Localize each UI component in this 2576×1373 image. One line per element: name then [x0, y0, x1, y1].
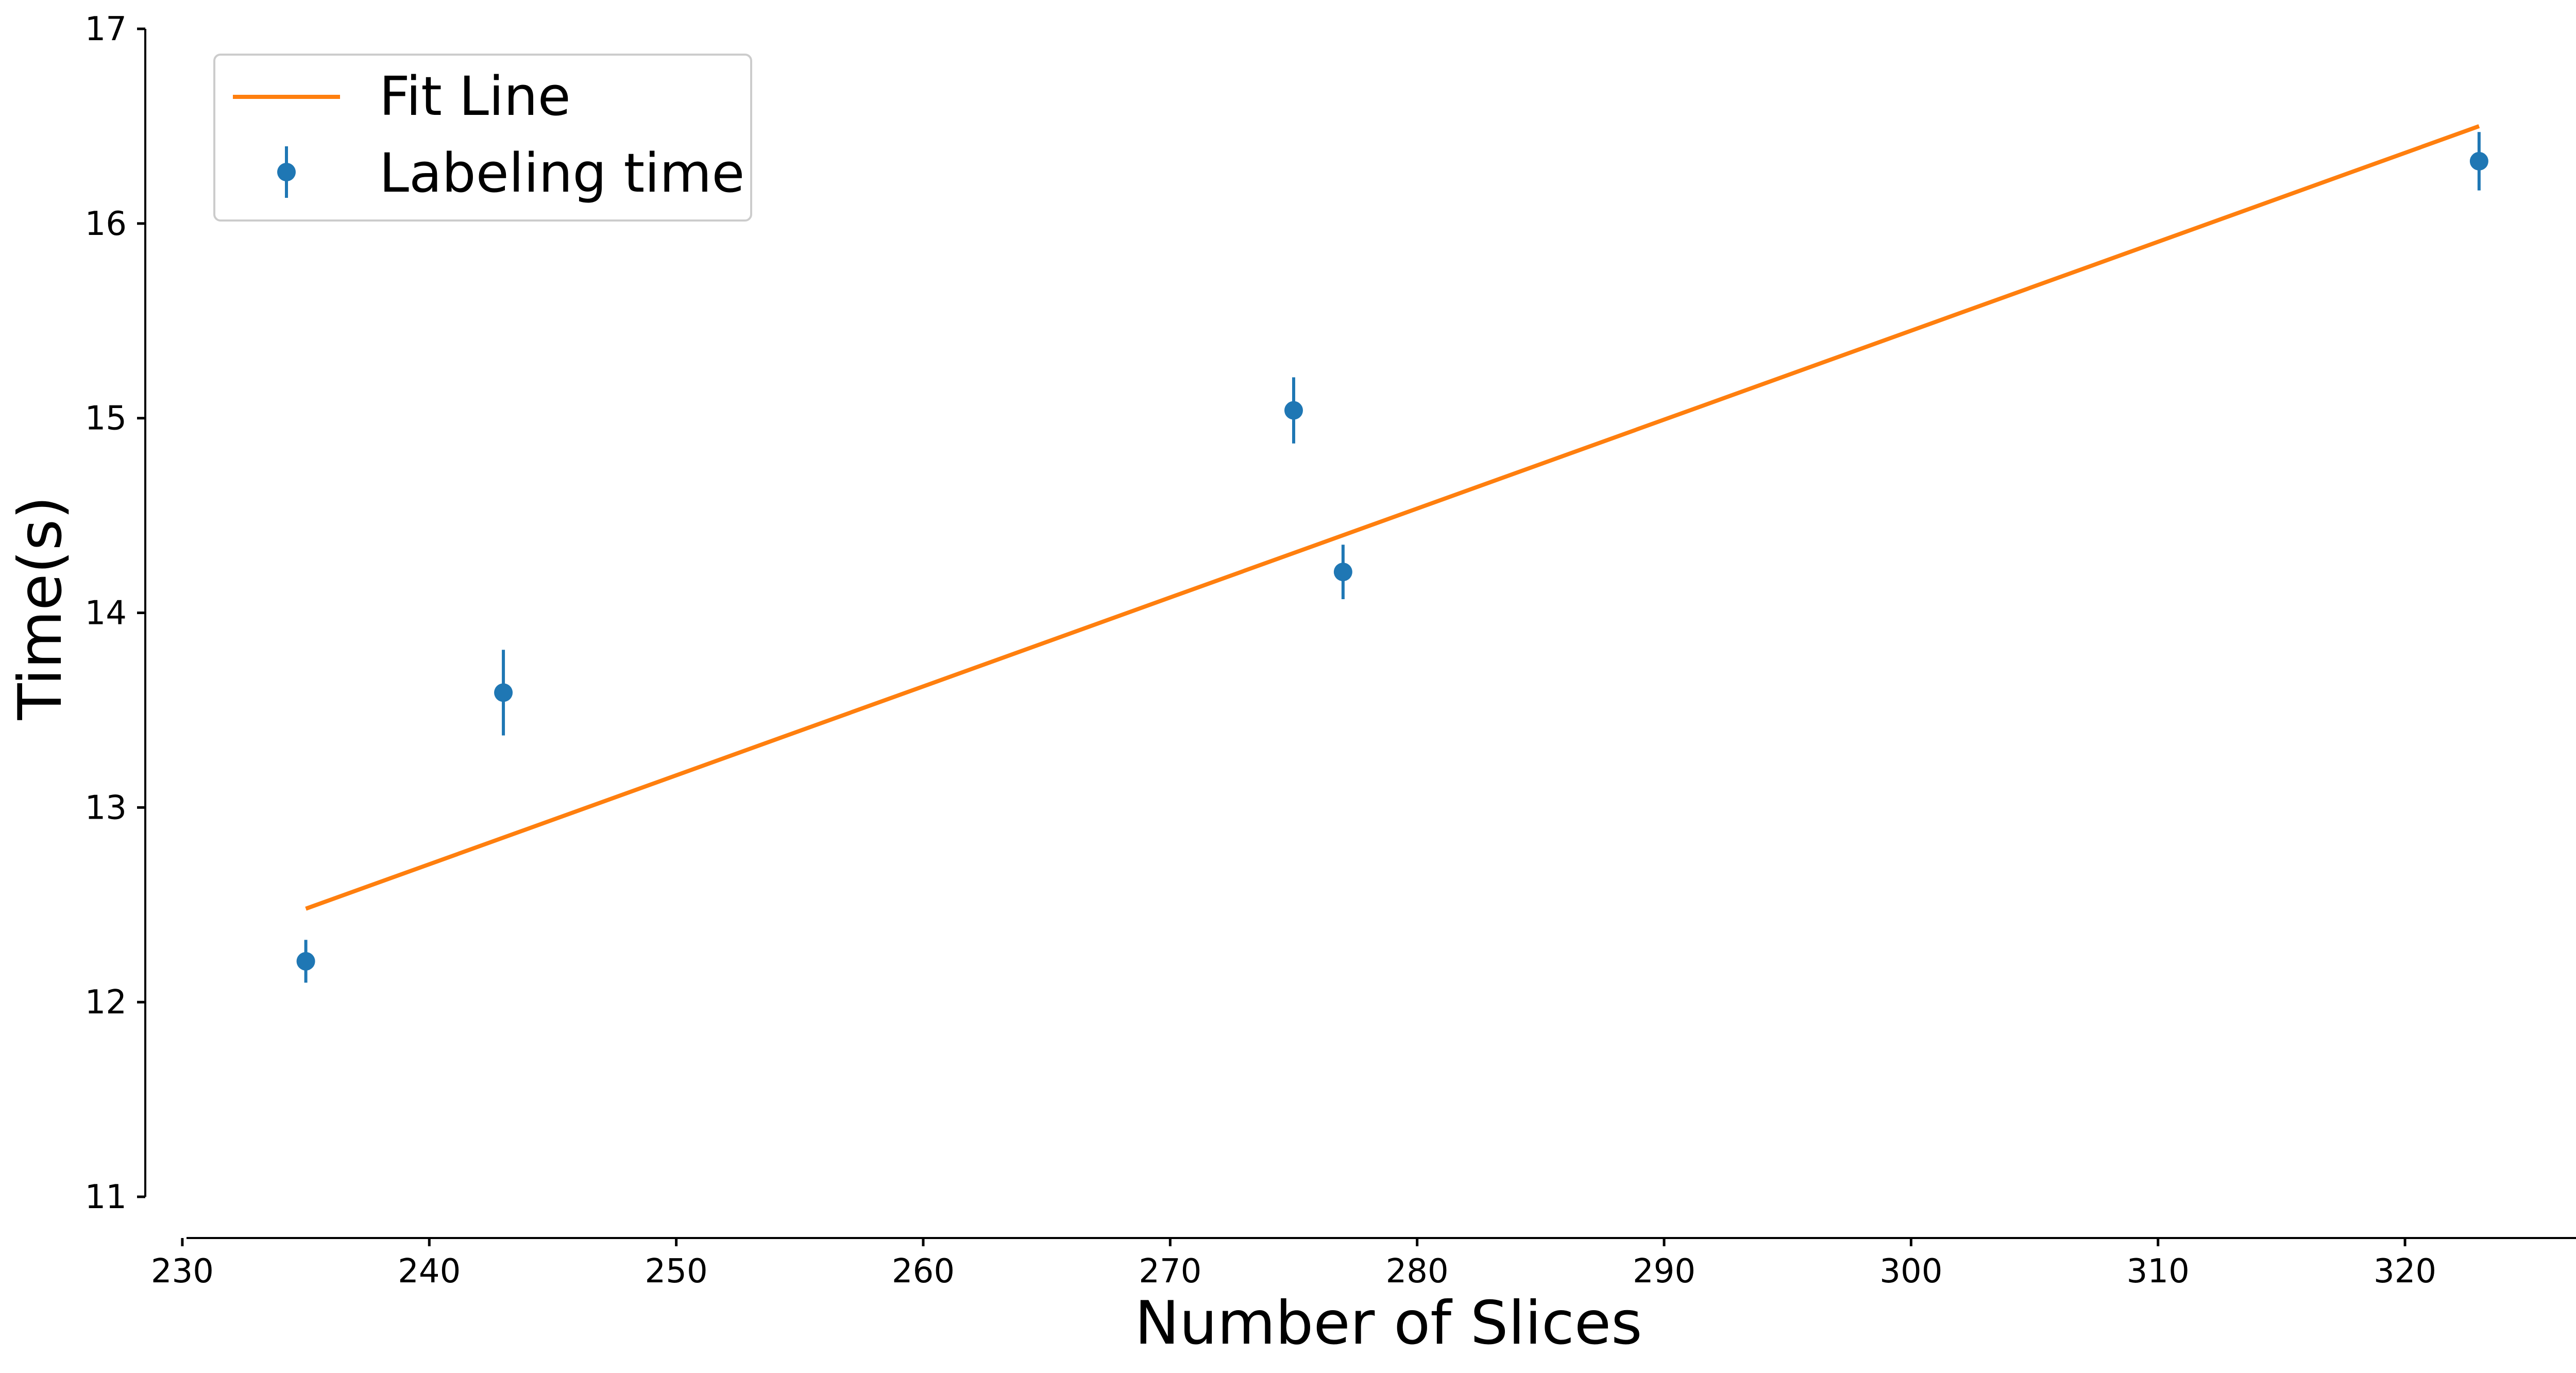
y-tick-label: 12	[85, 984, 127, 1022]
x-tick-label: 290	[1633, 1252, 1696, 1291]
data-point	[1333, 563, 1352, 582]
y-tick-label: 13	[85, 789, 127, 827]
legend: Fit Line Labeling time	[213, 54, 752, 222]
y-tick-label: 14	[85, 595, 127, 633]
y-axis-label: Time(s)	[6, 496, 75, 721]
x-axis-label: Number of Slices	[1134, 1289, 1642, 1358]
x-tick-label: 240	[398, 1252, 461, 1291]
x-tick-label: 230	[151, 1252, 214, 1291]
y-tick-label: 17	[85, 10, 127, 48]
legend-fit-line-label: Fit Line	[379, 65, 571, 128]
y-tick-label: 16	[85, 205, 127, 243]
x-tick-label: 280	[1386, 1252, 1449, 1291]
x-tick-label: 320	[2374, 1252, 2436, 1291]
points-layer	[296, 132, 2488, 983]
legend-labeling-marker-swatch	[277, 163, 296, 181]
data-point	[296, 952, 315, 971]
fit-line	[305, 124, 2480, 911]
y-tick-label: 11	[85, 1178, 127, 1216]
legend-frame	[213, 54, 752, 222]
x-tick-label: 250	[645, 1252, 708, 1291]
legend-labeling-time-label: Labeling time	[379, 142, 744, 205]
x-tick-label: 270	[1139, 1252, 1201, 1291]
y-tick-label: 15	[85, 400, 127, 438]
data-point	[494, 683, 513, 702]
x-tick-label: 310	[2127, 1252, 2190, 1291]
data-point	[1284, 401, 1303, 420]
x-tick-label: 260	[892, 1252, 955, 1291]
axes: 11 12 13 14 15 16 17 230 240 250 260 270 280 290 300 31…	[85, 10, 2576, 1291]
x-tick-label: 300	[1879, 1252, 1942, 1291]
data-point	[2469, 151, 2488, 171]
fit-line-layer	[305, 124, 2480, 911]
